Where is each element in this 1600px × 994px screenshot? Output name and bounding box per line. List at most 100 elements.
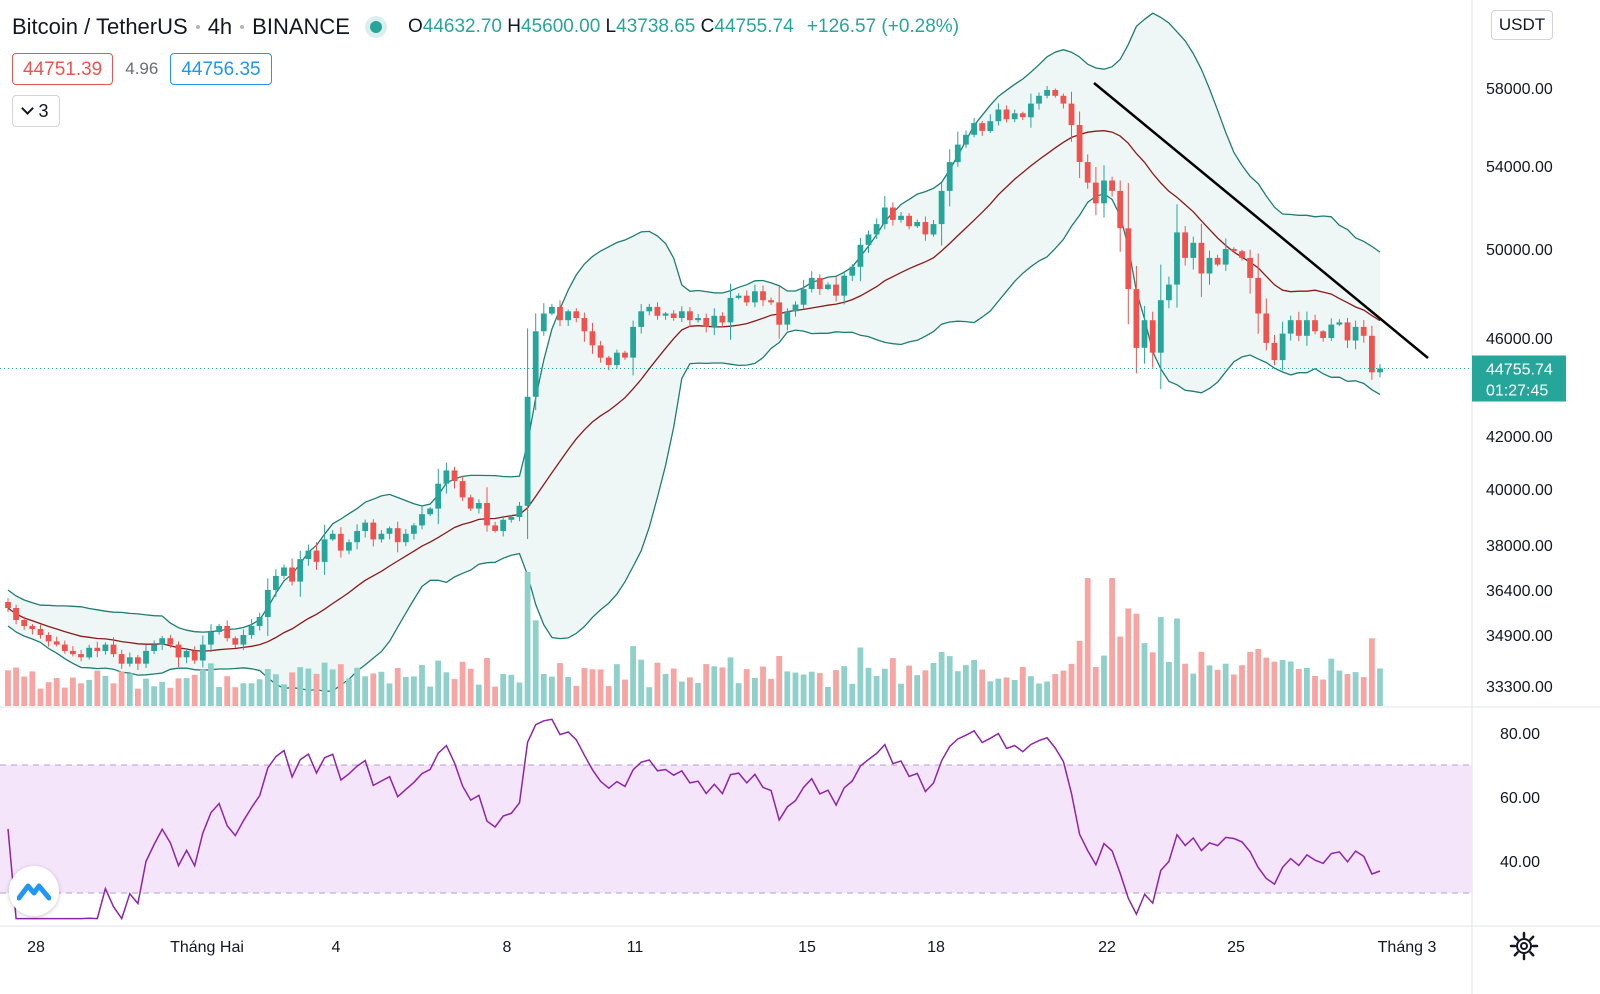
candle-body [800,289,807,305]
volume-bar [1068,663,1075,706]
candle-body [386,528,393,534]
candle-body [654,306,661,316]
volume-bar [167,687,174,706]
volume-bar [752,677,758,706]
volume-bar [443,672,450,706]
volume-bar [938,651,945,706]
candle-body [1369,335,1375,373]
candle-body [1101,180,1107,204]
candle-body [329,533,336,540]
candle-body [1247,257,1253,278]
volume-bar [313,673,320,706]
rsi-band [0,765,1472,893]
buy-button[interactable]: 44756.35 [170,53,272,85]
candle-body [248,626,255,635]
volume-bar [1328,658,1335,706]
volume-bar [800,674,807,706]
candle-body [508,517,515,520]
volume-bar [1214,669,1221,706]
candle-body [784,311,791,325]
volume-bar [110,683,117,706]
candle-body [979,123,986,131]
volume-bar [703,664,710,706]
volume-bar [370,673,377,706]
volume-bar [1182,663,1188,706]
candle-body [963,134,969,145]
candle-body [183,650,190,658]
volume-bar [273,674,279,706]
candle-body [711,315,718,327]
candle-body [167,638,174,645]
volume-bar [1060,670,1067,706]
candle-body [930,224,937,235]
candle-body [240,635,247,645]
price-tick-label: 42000.00 [1486,429,1553,446]
candle-body [1060,95,1067,104]
volume-bar [971,659,977,706]
candle-body [21,620,28,626]
volume-bar [922,670,929,706]
time-tick-label: Tháng Hai [170,939,244,956]
volume-bar [1377,668,1383,706]
volume-bar [402,677,409,706]
candle-body [1239,251,1245,258]
candle-body [1028,103,1034,118]
volume-bar [151,686,157,706]
candle-body [1125,228,1132,290]
volume-bar [354,667,360,706]
candle-body [305,550,312,559]
symbol-name[interactable]: Bitcoin / TetherUS [12,14,188,39]
volume-bar [857,647,864,706]
time-axis[interactable]: 28 Tháng Hai 4 8 11 15 18 22 25 Tháng 3 [27,939,1436,956]
candle-body [297,559,304,582]
time-tick-label: 22 [1098,939,1116,956]
market-status-icon[interactable] [369,21,382,33]
currency-button[interactable]: USDT [1491,10,1553,40]
candle-body [516,505,523,517]
gear-icon[interactable] [1508,930,1540,962]
countdown-label: 01:27:45 [1486,383,1548,400]
high-value: 45600.00 [521,16,601,37]
price-tick-label: 54000.00 [1486,159,1553,176]
volume-bar [605,686,612,706]
candle-body [475,503,482,509]
volume-bar [687,677,693,706]
volume-bar [240,683,247,706]
candle-body [451,470,458,481]
volume-bar [484,658,490,706]
volume-bar [573,685,580,706]
candle-body [1011,113,1018,120]
time-tick-label: 15 [798,939,816,956]
volume-bar [1206,665,1213,706]
time-tick-label: 4 [332,939,341,956]
candle-body [865,234,872,245]
interval-label[interactable]: 4h [207,14,233,39]
candle-body [581,318,588,332]
volume-bar [808,671,815,706]
candle-body [524,396,531,506]
bollinger-bands [7,12,1381,692]
volume-bar [305,668,312,706]
candle-body [394,528,401,543]
candle-body [321,539,328,562]
sell-button[interactable]: 44751.39 [12,53,114,85]
candle-body [622,352,628,358]
volume-bar [906,665,912,706]
last-price-tag [1472,355,1566,402]
candle-body [987,121,994,131]
candle-body [256,617,263,626]
volume-bar [614,664,620,706]
volume-bar [297,667,304,706]
volume-bar [890,658,896,706]
indicators-collapse-button[interactable]: 3 [12,95,60,127]
price-axis[interactable]: 58000.00 54000.00 50000.00 46000.00 42000.00… [1472,9,1566,871]
candle-body [1141,320,1148,348]
candle-body [890,207,896,220]
volume-bar [1344,674,1351,706]
volume-bar [849,683,856,706]
candle-body [313,550,320,562]
tradingview-logo-icon[interactable] [9,866,59,916]
trendline[interactable] [1093,82,1429,359]
volume-bar [126,673,133,706]
